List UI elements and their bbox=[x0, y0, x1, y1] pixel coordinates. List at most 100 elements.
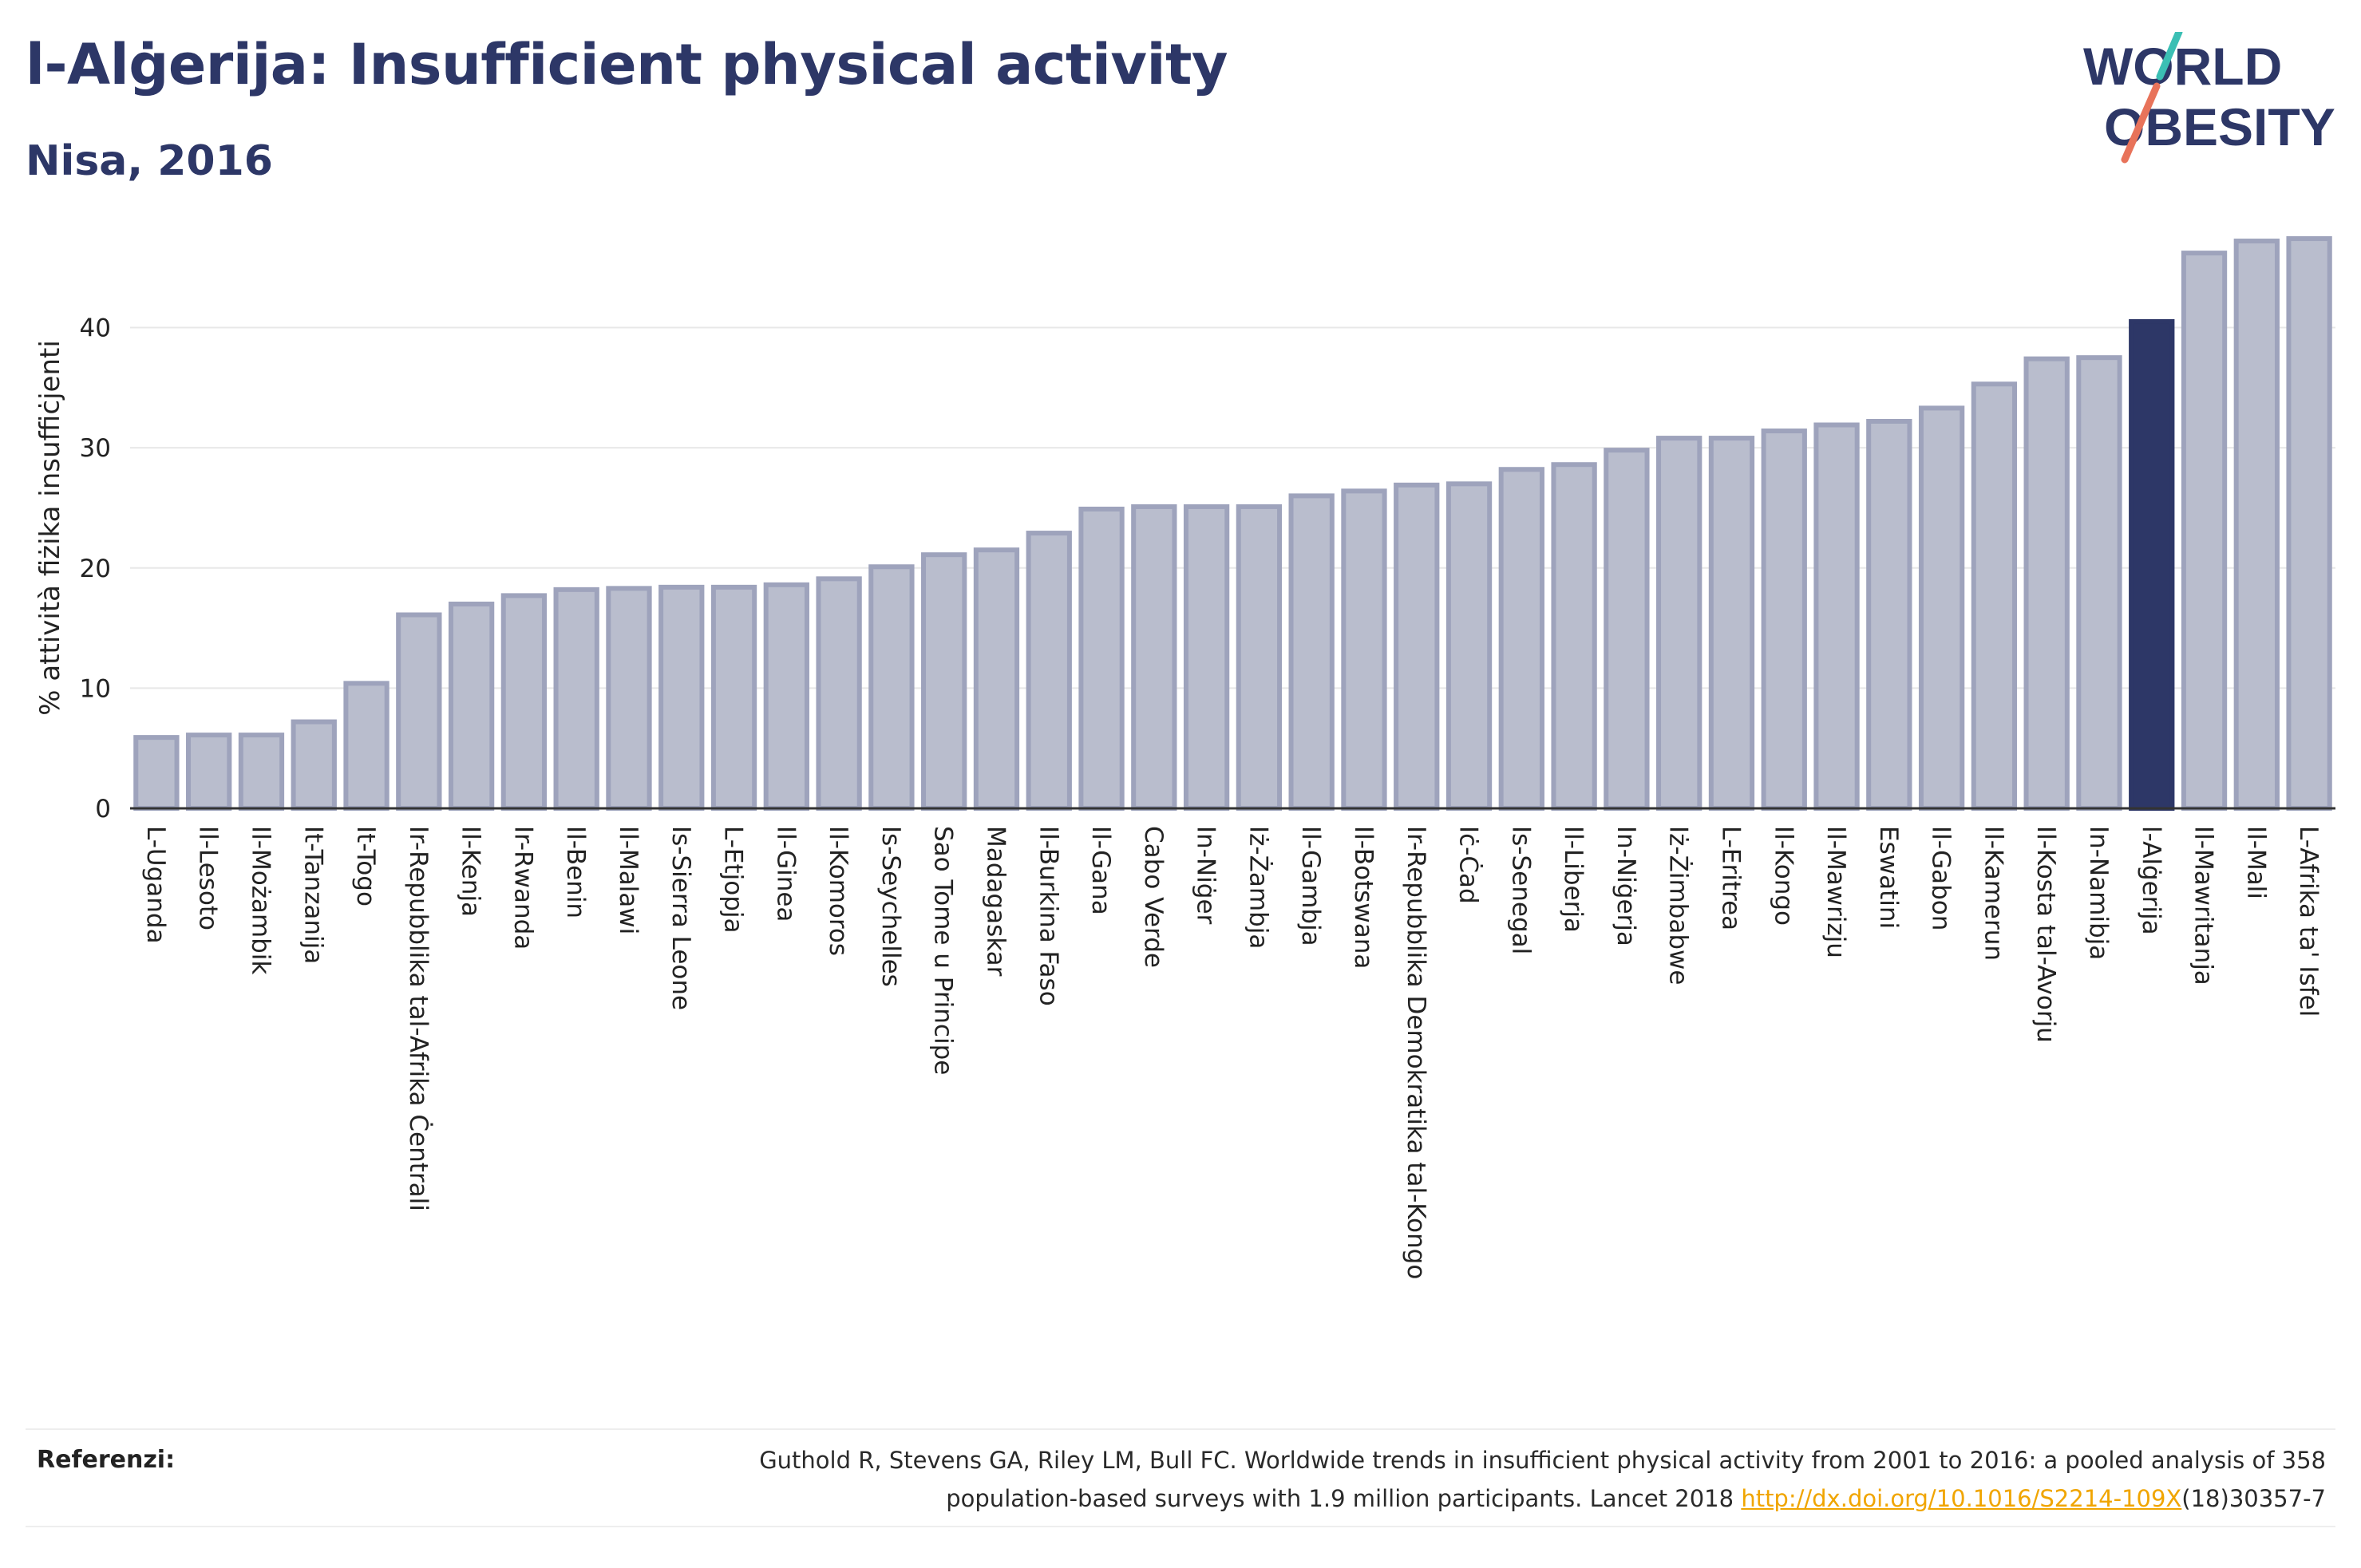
y-tick-label: 30 bbox=[80, 434, 111, 463]
x-tick-label: Il-Mawritanja bbox=[2189, 826, 2218, 985]
logo-word-world: WORLD bbox=[2083, 37, 2282, 96]
reference-line-2: population-based surveys with 1.9 millio… bbox=[490, 1479, 2326, 1518]
x-tick-label: It-Togo bbox=[351, 826, 380, 906]
bar bbox=[868, 564, 915, 812]
reference-line-2-prefix: population-based surveys with 1.9 millio… bbox=[946, 1485, 1742, 1512]
reference-top-divider bbox=[26, 1428, 2335, 1430]
x-tick-label: Il-Kamerun bbox=[1979, 826, 2007, 961]
bar bbox=[816, 576, 862, 812]
bar bbox=[1341, 488, 1387, 811]
bar bbox=[710, 584, 757, 811]
x-tick-label: Il-Mawrizju bbox=[1821, 826, 1850, 958]
bar bbox=[1708, 436, 1755, 811]
x-tick-label: Madagaskar bbox=[981, 826, 1010, 977]
bar bbox=[1078, 506, 1125, 811]
bar bbox=[343, 681, 390, 811]
logo-slash-top bbox=[2156, 32, 2183, 81]
x-tick-label: Il-Lesoto bbox=[194, 826, 223, 930]
bar bbox=[500, 593, 548, 811]
bar bbox=[2286, 236, 2332, 812]
bar bbox=[1183, 504, 1230, 812]
x-tick-label: L-Etjopja bbox=[719, 826, 748, 934]
x-tick-label: Il-Komoros bbox=[824, 826, 852, 956]
page-subtitle: Nisa, 2016 bbox=[26, 137, 273, 185]
x-tick-label: l-Alġerija bbox=[2137, 826, 2165, 935]
x-tick-label: L-Eritrea bbox=[1716, 826, 1745, 930]
y-tick-label: 10 bbox=[80, 674, 111, 703]
x-tick-label: Ir-Rwanda bbox=[508, 826, 537, 950]
bar bbox=[1131, 504, 1177, 812]
reference-citation: Guthold R, Stevens GA, Riley LM, Bull FC… bbox=[490, 1441, 2326, 1518]
x-tick-label: Eswatini bbox=[1874, 826, 1903, 929]
reference-doi-link[interactable]: http://dx.doi.org/10.1016/S2214-109X bbox=[1741, 1485, 2182, 1512]
bar-chart: 0 10 20 30 40 % attività fiżika insuffiċjenti… bbox=[34, 236, 2335, 1279]
bar bbox=[1236, 504, 1283, 812]
x-tick-label: L-Afrika ta' Isfel bbox=[2294, 826, 2323, 1017]
y-tick-label: 0 bbox=[95, 795, 111, 823]
world-obesity-logo: WORLD OBESITY bbox=[2083, 32, 2335, 164]
bar bbox=[763, 582, 809, 812]
x-tick-label: Is-Seychelles bbox=[876, 826, 905, 987]
bar bbox=[2129, 318, 2175, 811]
bar bbox=[2023, 356, 2070, 812]
bar bbox=[1971, 381, 2018, 811]
bar bbox=[1026, 531, 1072, 811]
x-tick-label: It-Tanzanija bbox=[299, 826, 327, 964]
x-tick-label: Il-Gana bbox=[1086, 826, 1115, 915]
bar bbox=[133, 735, 180, 811]
x-tick-label: Iċ-Ċad bbox=[1454, 826, 1484, 904]
reference-line-2-suffix: (18)30357-7 bbox=[2181, 1485, 2326, 1512]
bar bbox=[973, 547, 1020, 811]
bar bbox=[1498, 467, 1544, 811]
bar bbox=[1656, 436, 1703, 811]
bar bbox=[1288, 493, 1335, 811]
x-tick-label: In-Niġer bbox=[1192, 826, 1220, 925]
x-tick-label: Ir-Repubblika Demokratika tal-Kongo bbox=[1402, 826, 1430, 1279]
x-tick-label: Il-Kongo bbox=[1769, 826, 1797, 926]
x-tick-label: Il-Ginea bbox=[771, 826, 800, 922]
reference-bottom-divider bbox=[26, 1526, 2335, 1527]
x-tick-label: Il-Burkina Faso bbox=[1034, 826, 1062, 1006]
y-axis-label: % attività fiżika insuffiċjenti bbox=[34, 340, 66, 716]
y-tick-label: 20 bbox=[80, 555, 111, 583]
bar bbox=[1551, 462, 1597, 812]
bar bbox=[291, 719, 337, 811]
bar bbox=[553, 587, 599, 811]
bar bbox=[1866, 418, 1912, 811]
x-tick-label: Il-Botswana bbox=[1349, 826, 1378, 969]
x-tick-label: Cabo Verde bbox=[1139, 826, 1168, 968]
x-tick-label: Il-Kosta tal-Avorju bbox=[2031, 826, 2060, 1043]
x-tick-label: Il-Liberja bbox=[1559, 826, 1588, 933]
bar bbox=[606, 586, 652, 811]
references-label: Referenzi: bbox=[37, 1446, 176, 1474]
x-tick-label: Il-Malawi bbox=[614, 826, 643, 934]
bar bbox=[2076, 355, 2122, 811]
bar bbox=[1761, 429, 1807, 811]
x-tick-label: Is-Sierra Leone bbox=[666, 826, 695, 1010]
x-tick-label: Is-Senegal bbox=[1506, 826, 1535, 954]
x-tick-label: Sao Tome u Principe bbox=[929, 826, 958, 1075]
bar bbox=[921, 552, 967, 812]
bar bbox=[396, 612, 442, 812]
bar bbox=[1813, 422, 1860, 811]
x-tick-label: Il-Gambja bbox=[1296, 826, 1325, 946]
page-title: l-Alġerija: Insufficient physical activi… bbox=[26, 32, 1228, 97]
bar bbox=[1394, 482, 1440, 811]
x-tick-label: Ir-Repubblika tal-Afrika Ċentrali bbox=[404, 826, 433, 1211]
y-tick-label: 40 bbox=[80, 314, 111, 343]
bar bbox=[658, 584, 705, 811]
x-tick-label: Iż-Żimbabwe bbox=[1664, 826, 1693, 985]
bar bbox=[238, 733, 285, 812]
bar bbox=[1918, 405, 1965, 811]
x-tick-label: Iż-Żambja bbox=[1244, 826, 1272, 949]
bar bbox=[2181, 251, 2228, 811]
x-tick-label: Il-Możambik bbox=[246, 826, 275, 974]
bar bbox=[186, 733, 232, 812]
x-tick-label: In-Namibja bbox=[2084, 826, 2113, 960]
bar bbox=[2233, 239, 2280, 811]
x-tick-label: L-Uganda bbox=[141, 826, 170, 944]
bar bbox=[1445, 481, 1493, 811]
reference-line-1: Guthold R, Stevens GA, Riley LM, Bull FC… bbox=[759, 1447, 2326, 1474]
logo-slash-bottom bbox=[2121, 82, 2161, 164]
x-tick-label: Il-Mali bbox=[2241, 826, 2270, 899]
